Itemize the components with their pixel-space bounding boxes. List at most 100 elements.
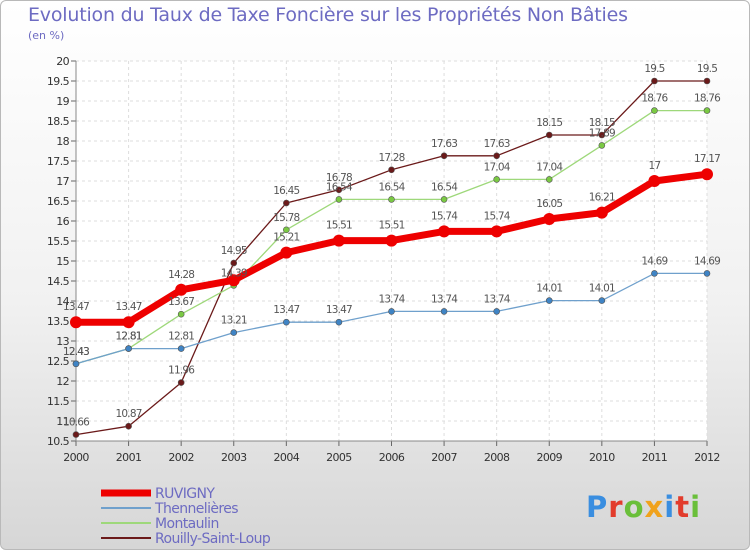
chart-title: Evolution du Taux de Taxe Foncière sur l… — [28, 4, 628, 26]
data-label-rouilly-saint-loup: 14.95 — [221, 245, 247, 257]
data-point-thenneli-res — [440, 308, 448, 315]
legend-label: RUVIGNY — [155, 486, 215, 502]
data-point-montaulin — [283, 226, 290, 234]
data-point-thenneli-res — [545, 297, 553, 304]
data-label-rouilly-saint-loup: 10.66 — [63, 417, 90, 429]
unit-label: (en %) — [28, 29, 65, 42]
y-tick-label: 17 — [56, 175, 69, 188]
data-point-rouilly-saint-loup — [493, 152, 500, 160]
x-tick-label: 2012 — [694, 451, 720, 464]
data-label-thenneli-res: 14.69 — [641, 255, 667, 267]
y-tick-label: 17.5 — [47, 155, 70, 168]
data-point-ruvigny — [648, 175, 661, 187]
data-point-thenneli-res — [283, 318, 290, 326]
data-label-montaulin: 18.76 — [641, 93, 668, 105]
data-point-ruvigny — [438, 225, 451, 238]
data-point-rouilly-saint-loup — [545, 131, 553, 139]
data-label-rouilly-saint-loup: 10.87 — [116, 408, 142, 420]
data-label-rouilly-saint-loup: 18.15 — [536, 117, 562, 129]
data-label-thenneli-res: 14.01 — [589, 283, 615, 295]
data-point-ruvigny — [701, 168, 713, 181]
data-label-ruvigny: 15.21 — [273, 232, 299, 244]
data-point-rouilly-saint-loup — [177, 379, 185, 386]
data-label-montaulin: 13.67 — [168, 296, 194, 308]
data-label-ruvigny: 17 — [649, 160, 661, 172]
data-label-ruvigny: 15.74 — [431, 210, 458, 222]
data-label-montaulin: 14.39 — [221, 267, 247, 279]
x-tick-label: 2011 — [642, 451, 668, 464]
data-label-thenneli-res: 13.21 — [221, 315, 247, 327]
data-point-ruvigny — [595, 206, 608, 219]
x-tick-label: 2002 — [168, 451, 194, 464]
data-label-ruvigny: 17.17 — [694, 153, 720, 165]
y-tick-label: 11 — [56, 415, 69, 428]
x-tick-label: 2008 — [484, 451, 510, 464]
data-point-rouilly-saint-loup — [335, 186, 343, 194]
data-point-montaulin — [493, 176, 500, 183]
data-label-thenneli-res: 14.69 — [694, 255, 720, 267]
data-point-ruvigny — [175, 283, 188, 296]
data-point-rouilly-saint-loup — [283, 199, 290, 207]
data-label-ruvigny: 14.28 — [168, 269, 194, 281]
data-point-thenneli-res — [335, 318, 343, 326]
data-point-rouilly-saint-loup — [598, 131, 606, 139]
data-label-rouilly-saint-loup: 17.63 — [431, 138, 457, 150]
data-point-ruvigny — [280, 246, 293, 259]
data-point-thenneli-res — [230, 329, 238, 336]
data-point-ruvigny — [332, 234, 345, 247]
legend-label: Rouilly-Saint-Loup — [155, 531, 271, 547]
y-tick-label: 10.5 — [47, 435, 70, 448]
legend-label: Thennelières — [154, 501, 238, 517]
plot-area — [76, 61, 707, 441]
data-point-rouilly-saint-loup — [72, 431, 80, 438]
data-point-thenneli-res — [177, 345, 185, 352]
data-label-rouilly-saint-loup: 16.78 — [326, 172, 352, 184]
data-point-montaulin — [335, 196, 343, 203]
data-label-montaulin: 16.54 — [378, 181, 405, 193]
data-point-thenneli-res — [493, 308, 500, 315]
data-label-montaulin: 12.43 — [63, 346, 89, 358]
data-label-montaulin: 17.04 — [536, 161, 563, 173]
y-tick-label: 13 — [56, 335, 69, 348]
data-label-thenneli-res: 13.74 — [378, 293, 405, 305]
data-label-montaulin: 17.04 — [484, 161, 511, 173]
data-label-rouilly-saint-loup: 16.45 — [273, 185, 299, 197]
y-tick-label: 19.5 — [47, 75, 70, 88]
data-point-thenneli-res — [651, 270, 658, 277]
x-tick-label: 2010 — [589, 451, 615, 464]
y-tick-label: 19 — [56, 95, 69, 108]
data-label-rouilly-saint-loup: 17.63 — [484, 138, 510, 150]
y-tick-label: 12.5 — [47, 355, 70, 368]
data-point-montaulin — [545, 176, 553, 183]
data-label-montaulin: 16.54 — [326, 181, 353, 193]
data-point-montaulin — [440, 196, 448, 203]
proxiti-logo: Proxiti — [586, 490, 702, 524]
y-tick-label: 18.5 — [47, 115, 70, 128]
data-point-montaulin — [177, 310, 185, 318]
data-point-thenneli-res — [72, 360, 80, 368]
y-tick-label: 11.5 — [47, 395, 70, 408]
data-point-thenneli-res — [703, 270, 711, 277]
data-point-montaulin — [651, 107, 658, 114]
x-tick-label: 2005 — [326, 451, 352, 464]
data-label-montaulin: 17.89 — [589, 127, 615, 139]
data-point-thenneli-res — [598, 297, 606, 304]
data-point-ruvigny — [385, 234, 398, 247]
data-point-thenneli-res — [125, 345, 132, 352]
data-label-thenneli-res: 13.47 — [326, 304, 352, 316]
data-point-rouilly-saint-loup — [125, 422, 132, 430]
data-label-ruvigny: 15.74 — [484, 210, 511, 222]
data-label-thenneli-res: 14.01 — [536, 283, 562, 295]
data-point-thenneli-res — [388, 308, 395, 315]
data-point-rouilly-saint-loup — [440, 152, 448, 160]
y-tick-label: 14 — [56, 295, 69, 308]
data-label-thenneli-res: 12.81 — [116, 331, 142, 343]
data-label-montaulin: 15.78 — [273, 212, 299, 224]
data-point-ruvigny — [227, 274, 240, 287]
data-label-rouilly-saint-loup: 17.28 — [378, 152, 404, 164]
data-label-montaulin: 16.54 — [431, 181, 458, 193]
y-tick-label: 16 — [56, 215, 69, 228]
y-tick-label: 13.5 — [47, 315, 70, 328]
x-tick-label: 2006 — [379, 451, 405, 464]
